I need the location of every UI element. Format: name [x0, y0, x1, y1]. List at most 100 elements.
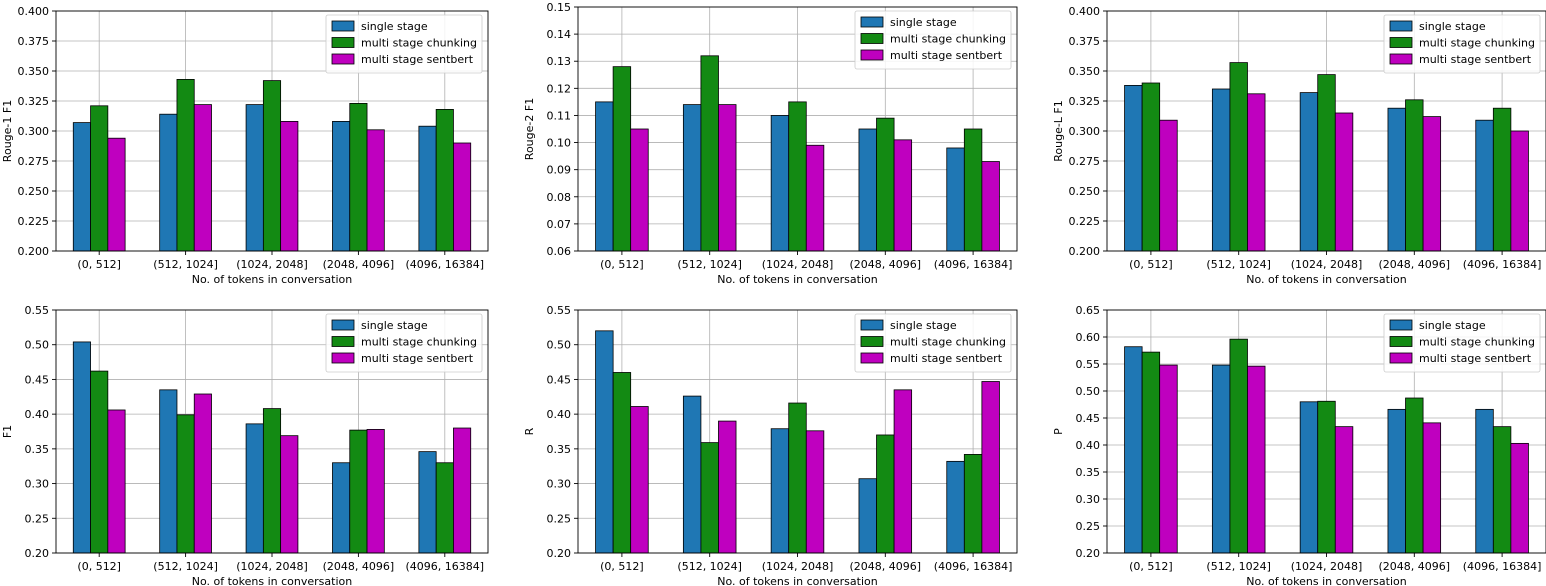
legend-box — [325, 14, 483, 74]
legend-swatch-sentbert — [1389, 53, 1413, 65]
y-tick-label: 0.200 — [18, 245, 50, 258]
bar-sentbert-5 — [1510, 442, 1529, 554]
x-tick-label: (0, 512] — [1129, 258, 1173, 271]
bar-chunking-3 — [1317, 74, 1336, 252]
bar-chunking-4 — [1405, 397, 1424, 554]
bar-sentbert-4 — [893, 389, 913, 554]
y-tick-label: 0.25 — [25, 512, 50, 525]
y-tick-label: 0.375 — [18, 35, 50, 48]
bar-sentbert-4 — [893, 139, 913, 252]
legend-label: single stage — [1419, 20, 1486, 33]
bar-sentbert-1 — [1159, 364, 1178, 554]
legend: single stage multi stage chunking multi st… — [1383, 313, 1541, 373]
bar-chunking-3 — [262, 408, 282, 554]
bar-sentbert-4 — [366, 129, 385, 252]
bar-sentbert-5 — [453, 142, 472, 252]
bar-sentbert-4 — [366, 429, 385, 554]
legend-label: multi stage sentbert — [890, 49, 1003, 62]
chart-panel-4: 0.20 0.25 0.30 0.35 0.40 0.45 0.50 0.55 (0, 512]… — [1, 304, 489, 586]
bar-chunking-1 — [1141, 82, 1161, 252]
bar-single-2 — [1211, 88, 1231, 252]
bar-sentbert-3 — [1334, 112, 1354, 252]
y-tick-label: 0.06 — [547, 245, 572, 258]
bar-sentbert-2 — [193, 104, 212, 252]
y-tick-label: 0.45 — [25, 373, 50, 386]
x-tick-label: (0, 512] — [77, 258, 121, 271]
x-tick-label: (4096, 16384] — [406, 258, 485, 271]
bar-sentbert-2 — [1247, 93, 1266, 252]
bar-chunking-5 — [1492, 107, 1512, 252]
y-tick-label: 0.10 — [547, 137, 572, 150]
y-tick-label: 0.65 — [1076, 304, 1101, 317]
legend-box — [1383, 313, 1541, 373]
legend-swatch-sentbert — [1389, 352, 1413, 364]
legend: single stage multi stage chunking multi st… — [854, 10, 1012, 70]
x-tick-label: (4096, 16384] — [1463, 560, 1542, 573]
x-tick-label: (1024, 2048] — [236, 258, 308, 271]
bar-sentbert-1 — [630, 406, 649, 554]
x-axis-label: No. of tokens in conversation — [1246, 273, 1406, 286]
x-tick-label: (1024, 2048] — [762, 560, 834, 573]
bar-single-4 — [1387, 107, 1406, 252]
y-tick-label: 0.30 — [547, 478, 572, 491]
y-tick-label: 0.55 — [1076, 358, 1101, 371]
bar-single-2 — [682, 395, 702, 554]
legend-box — [325, 313, 483, 373]
legend-swatch-chunking — [1389, 37, 1413, 48]
x-axis-label: No. of tokens in conversation — [192, 575, 352, 586]
bar-single-2 — [159, 113, 178, 252]
legend-box — [1383, 14, 1541, 74]
bar-single-1 — [1124, 85, 1143, 252]
x-tick-label: (2048, 4096] — [850, 560, 922, 573]
legend-swatch-sentbert — [860, 49, 884, 61]
bar-single-3 — [770, 428, 790, 554]
x-tick-label: (512, 1024] — [153, 258, 218, 271]
y-tick-label: 0.350 — [18, 65, 50, 78]
bar-sentbert-3 — [805, 430, 825, 554]
bar-single-5 — [946, 147, 965, 252]
legend-label: multi stage chunking — [1419, 37, 1535, 50]
y-tick-label: 0.275 — [18, 155, 50, 168]
y-tick-label: 0.40 — [25, 408, 50, 421]
chart-panel-3: 0.200 0.225 0.250 0.275 0.300 0.325 0.350 0.375… — [1052, 5, 1546, 286]
y-tick-label: 0.09 — [547, 164, 572, 177]
bar-sentbert-1 — [107, 409, 126, 554]
y-tick-label: 0.14 — [547, 28, 572, 41]
bar-chunking-4 — [876, 117, 895, 252]
y-tick-label: 0.60 — [1076, 331, 1101, 344]
legend-swatch-single — [860, 16, 884, 28]
y-tick-label: 0.250 — [18, 185, 50, 198]
bar-chunking-1 — [612, 66, 632, 252]
y-tick-label: 0.55 — [547, 304, 572, 317]
bar-single-5 — [418, 125, 437, 252]
bar-single-1 — [595, 101, 614, 252]
y-tick-label: 0.40 — [1076, 439, 1101, 452]
y-axis-label: Rouge-L F1 — [1052, 100, 1065, 162]
bar-single-3 — [245, 104, 264, 252]
legend-label: multi stage chunking — [361, 37, 477, 50]
y-tick-label: 0.55 — [25, 304, 50, 317]
y-axis-label: R — [523, 427, 536, 435]
bar-chunking-5 — [963, 128, 983, 252]
y-axis-label: Rouge-1 F1 — [1, 100, 14, 162]
x-axis-label: No. of tokens in conversation — [1246, 575, 1406, 586]
bar-sentbert-4 — [1422, 116, 1442, 252]
bar-sentbert-2 — [718, 104, 737, 252]
x-tick-label: (2048, 4096] — [1379, 258, 1451, 271]
y-tick-label: 0.20 — [1076, 547, 1101, 560]
bar-chunking-3 — [262, 80, 282, 252]
y-tick-label: 0.300 — [18, 125, 50, 138]
legend-swatch-sentbert — [331, 352, 355, 364]
legend-swatch-single — [860, 319, 884, 331]
legend-label: multi stage sentbert — [1419, 352, 1532, 365]
bar-sentbert-1 — [630, 128, 649, 252]
y-tick-label: 0.45 — [1076, 412, 1101, 425]
y-tick-label: 0.30 — [25, 478, 50, 491]
bar-chunking-1 — [90, 105, 109, 252]
bar-chunking-3 — [788, 101, 807, 252]
bar-single-3 — [1299, 92, 1319, 252]
bar-chunking-4 — [349, 429, 368, 554]
legend-label: single stage — [890, 16, 957, 29]
bar-single-2 — [682, 104, 702, 252]
